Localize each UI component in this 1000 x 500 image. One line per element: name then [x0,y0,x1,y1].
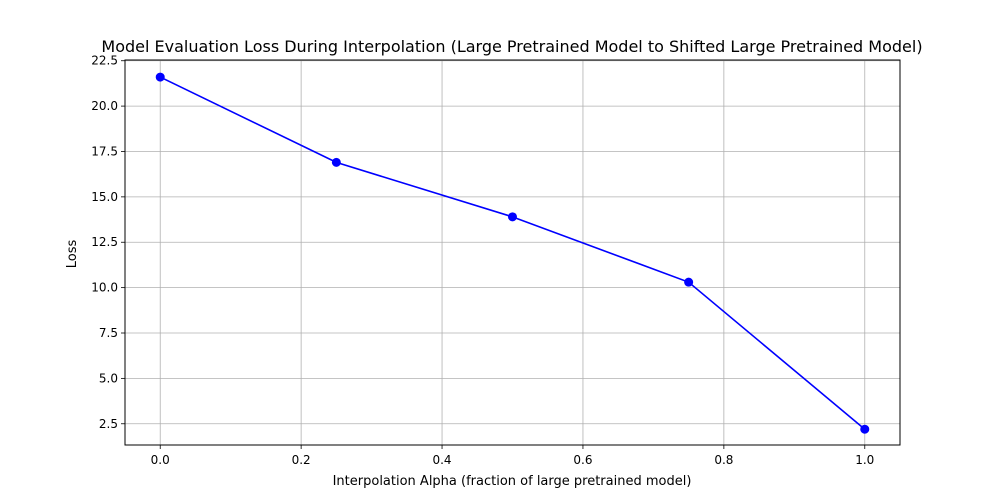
data-point [684,277,694,287]
x-tick-label: 0.0 [151,453,170,467]
chart-title: Model Evaluation Loss During Interpolati… [101,37,922,56]
y-axis-label: Loss [65,240,80,269]
y-tick-label: 17.5 [91,144,118,158]
y-tick-label: 20.0 [91,99,118,113]
y-tick-label: 10.0 [91,281,118,295]
y-tick-label: 2.5 [99,417,118,431]
data-point [508,212,517,222]
grid [125,60,900,445]
y-tick-label: 7.5 [99,326,118,340]
y-tick-label: 22.5 [91,54,118,68]
y-tick-label: 5.0 [99,371,118,385]
x-tick-label: 0.6 [573,453,592,467]
x-tick-label: 0.4 [432,453,451,467]
x-tick-label: 0.8 [714,453,733,467]
data-point [860,424,870,434]
y-tick-label: 15.0 [91,190,118,204]
x-tick-label: 0.2 [292,453,311,467]
x-tick-label: 1.0 [855,453,874,467]
series-layer [155,72,870,434]
series-line [159,76,866,430]
y-tick-label: 12.5 [91,235,118,249]
data-point [331,157,341,167]
plot-area-frame [124,59,901,446]
x-axis-label: Interpolation Alpha (fraction of large p… [333,474,692,489]
tick-layer: 0.0 0.2 0.4 0.6 0.8 1.0 2.5 5.0 7.5 10.0 12.5 15.0 1… [91,54,874,467]
data-point [155,72,165,82]
